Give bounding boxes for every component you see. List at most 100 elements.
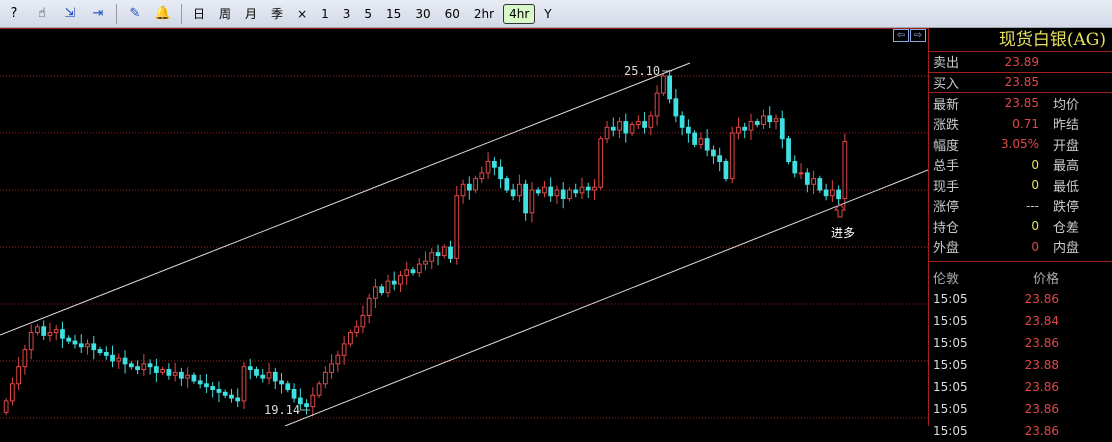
candle-up bbox=[660, 75, 666, 94]
candle-down bbox=[435, 252, 441, 257]
candlestick-chart[interactable]: 25.10 19.14 进多 bbox=[0, 28, 928, 426]
candle-down bbox=[291, 389, 297, 399]
candle-up bbox=[648, 115, 654, 128]
candle-up bbox=[160, 369, 165, 373]
candle-up bbox=[429, 252, 435, 262]
period-9[interactable]: 30 bbox=[415, 6, 431, 21]
candle-down bbox=[247, 366, 253, 371]
hand-icon[interactable]: ☝ bbox=[38, 6, 46, 21]
draw-icon[interactable]: ✎ bbox=[129, 6, 141, 21]
period-5[interactable]: 1 bbox=[321, 6, 329, 21]
quote-label: 现手 bbox=[933, 179, 960, 195]
trade-time: 15:05 bbox=[933, 380, 968, 394]
scroll-right-button[interactable]: ⇨ bbox=[910, 29, 926, 42]
export-icon[interactable]: ⇲ bbox=[64, 6, 76, 21]
candle-up bbox=[773, 118, 779, 123]
candle-down bbox=[153, 366, 159, 373]
time-header: 伦敦 bbox=[933, 271, 960, 287]
candle-up bbox=[454, 195, 460, 259]
candle-up bbox=[354, 326, 360, 333]
period-4[interactable]: × bbox=[297, 6, 308, 21]
scroll-left-button[interactable]: ⇦ bbox=[893, 29, 909, 42]
quote-panel: 现货白银(AG) 卖出 23.89 买入 23.85 最新 23.85 均价 涨跌 0.71… bbox=[928, 28, 1112, 438]
candle-up bbox=[460, 183, 466, 197]
candle-down bbox=[448, 246, 453, 259]
period-3[interactable]: 季 bbox=[271, 7, 284, 21]
candle-down bbox=[623, 121, 629, 134]
candle-up bbox=[3, 400, 9, 413]
quote-row: 幅度 3.05% 开盘 bbox=[929, 134, 1112, 155]
period-12[interactable]: 4hr bbox=[503, 3, 536, 24]
trade-row: 15:05 23.86 bbox=[929, 332, 1112, 354]
price-header: 价格 bbox=[1032, 271, 1059, 287]
candle-up bbox=[567, 189, 572, 200]
trade-price: 23.86 bbox=[1024, 424, 1059, 438]
trade-row: 15:05 23.86 bbox=[929, 420, 1112, 442]
candle-down bbox=[279, 380, 284, 385]
instrument-title: 现货白银(AG) bbox=[929, 28, 1112, 52]
candle-down bbox=[523, 183, 529, 214]
candle-up bbox=[729, 132, 735, 180]
quote-label: 涨停 bbox=[933, 200, 960, 216]
candle-down bbox=[285, 383, 291, 390]
quote-row: 外盘 0 内盘 bbox=[929, 237, 1112, 258]
quote-value: 0 bbox=[1031, 239, 1039, 254]
trade-row: 15:05 23.88 bbox=[929, 354, 1112, 376]
candle-down bbox=[72, 340, 78, 345]
quote-label-2: 仓差 bbox=[1053, 220, 1080, 236]
trade-price: 23.84 bbox=[1024, 314, 1059, 328]
channel-upper-line bbox=[0, 62, 691, 336]
quote-label-2: 均价 bbox=[1053, 97, 1080, 113]
quote-value: --- bbox=[1026, 198, 1039, 213]
candle-down bbox=[103, 351, 109, 356]
quote-label-2: 开盘 bbox=[1053, 138, 1080, 154]
alert-bell-icon[interactable]: 🔔 bbox=[154, 6, 172, 21]
candle-up bbox=[329, 363, 334, 373]
period-8[interactable]: 15 bbox=[386, 6, 402, 21]
period-1[interactable]: 周 bbox=[219, 7, 232, 21]
candle-up bbox=[116, 357, 122, 362]
candle-up bbox=[85, 343, 90, 348]
period-6[interactable]: 3 bbox=[342, 6, 351, 21]
candle-up bbox=[28, 332, 34, 351]
import-icon[interactable]: ⇥ bbox=[92, 6, 104, 21]
candle-down bbox=[817, 178, 823, 191]
sell-label: 卖出 bbox=[933, 56, 960, 72]
candle-down bbox=[91, 343, 97, 351]
candle-down bbox=[222, 391, 228, 396]
candle-up bbox=[629, 123, 635, 134]
period-2[interactable]: 月 bbox=[245, 7, 258, 21]
help-icon[interactable]: ? bbox=[10, 6, 18, 21]
candle-up bbox=[141, 363, 147, 371]
quote-row: 持仓 0 仓差 bbox=[929, 216, 1112, 237]
candle-up bbox=[592, 186, 597, 191]
period-0[interactable]: 日 bbox=[193, 7, 206, 21]
channel-lower-line bbox=[284, 169, 928, 426]
candle-down bbox=[491, 161, 497, 168]
quote-value: 0.71 bbox=[1012, 116, 1039, 131]
candle-up bbox=[47, 332, 53, 336]
candle-down bbox=[466, 183, 472, 191]
candle-down bbox=[642, 121, 647, 128]
candle-down bbox=[792, 161, 798, 174]
candle-up bbox=[322, 371, 328, 385]
trade-time: 15:05 bbox=[933, 424, 968, 438]
quote-row: 涨停 --- 跌停 bbox=[929, 196, 1112, 217]
period-11[interactable]: 2hr bbox=[473, 6, 495, 21]
buy-label: 买入 bbox=[933, 76, 960, 92]
period-10[interactable]: 60 bbox=[444, 6, 460, 21]
trade-time: 15:05 bbox=[933, 292, 968, 306]
candle-down bbox=[610, 126, 616, 131]
quote-label-2: 最低 bbox=[1053, 179, 1080, 195]
candle-up bbox=[185, 374, 191, 379]
candle-up bbox=[335, 354, 341, 365]
period-13[interactable]: Y bbox=[544, 6, 552, 21]
candle-up bbox=[22, 349, 28, 368]
candle-up bbox=[16, 366, 22, 385]
trade-row: 15:05 23.84 bbox=[929, 310, 1112, 332]
quote-value: 0 bbox=[1031, 178, 1039, 193]
period-7[interactable]: 5 bbox=[364, 6, 373, 21]
toolbar: ? ☝ ⇲ ⇥ ✎ 🔔 日周月季 × 1 3 5 15 30 60 2hr 4hr Y bbox=[0, 0, 1112, 28]
sell-value: 23.89 bbox=[1004, 54, 1039, 69]
candle-down bbox=[297, 397, 303, 405]
